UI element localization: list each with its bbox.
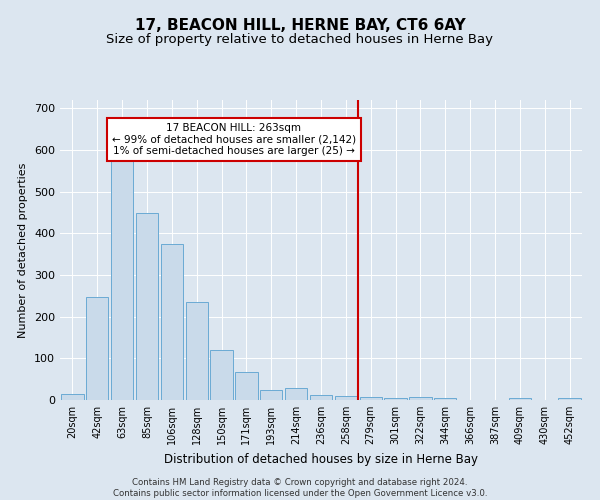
Bar — [111, 157, 133, 400]
Bar — [285, 388, 307, 400]
Bar — [260, 390, 283, 400]
Bar — [211, 350, 233, 400]
Bar — [136, 212, 158, 400]
Bar — [310, 395, 332, 400]
Bar — [409, 397, 431, 400]
Text: Contains HM Land Registry data © Crown copyright and database right 2024.
Contai: Contains HM Land Registry data © Crown c… — [113, 478, 487, 498]
Bar — [86, 296, 109, 400]
Bar — [235, 372, 257, 400]
Y-axis label: Number of detached properties: Number of detached properties — [19, 162, 28, 338]
X-axis label: Distribution of detached houses by size in Herne Bay: Distribution of detached houses by size … — [164, 452, 478, 466]
Bar — [434, 398, 457, 400]
Bar — [335, 396, 357, 400]
Bar — [509, 398, 531, 400]
Bar — [559, 398, 581, 400]
Text: Size of property relative to detached houses in Herne Bay: Size of property relative to detached ho… — [107, 32, 493, 46]
Bar — [161, 244, 183, 400]
Bar — [385, 398, 407, 400]
Bar — [359, 396, 382, 400]
Bar — [61, 394, 83, 400]
Text: 17, BEACON HILL, HERNE BAY, CT6 6AY: 17, BEACON HILL, HERNE BAY, CT6 6AY — [134, 18, 466, 32]
Bar — [185, 302, 208, 400]
Text: 17 BEACON HILL: 263sqm
← 99% of detached houses are smaller (2,142)
1% of semi-d: 17 BEACON HILL: 263sqm ← 99% of detached… — [112, 123, 356, 156]
